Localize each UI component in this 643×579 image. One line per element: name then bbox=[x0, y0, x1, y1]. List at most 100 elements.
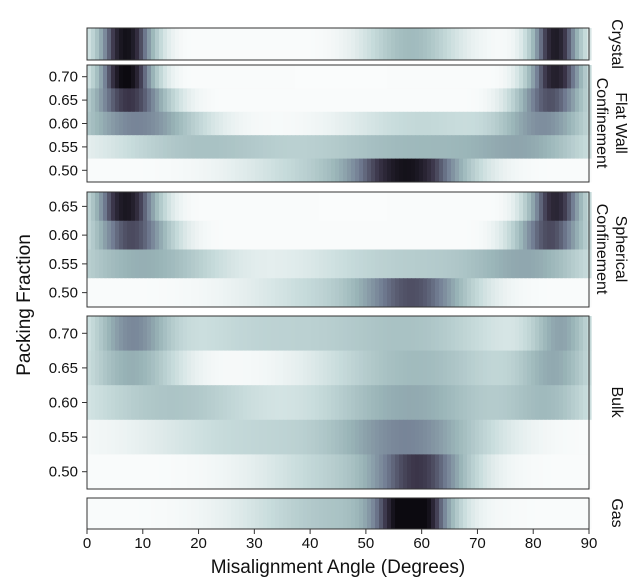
heatmap-cell bbox=[567, 65, 572, 89]
heatmap-cell bbox=[539, 220, 544, 250]
heatmap-cell bbox=[583, 419, 588, 455]
heatmap-cell bbox=[251, 220, 256, 250]
heatmap-cell bbox=[271, 419, 276, 455]
heatmap-cell bbox=[291, 28, 296, 61]
heatmap-cell bbox=[111, 249, 116, 279]
heatmap-cell bbox=[483, 454, 488, 490]
heatmap-cell bbox=[143, 419, 148, 455]
heatmap-cell bbox=[291, 419, 296, 455]
heatmap-cell bbox=[395, 316, 400, 351]
heatmap-cell bbox=[299, 350, 304, 386]
heatmap-cell bbox=[215, 220, 220, 250]
heatmap-cell bbox=[443, 65, 448, 89]
heatmap-cell bbox=[187, 158, 192, 183]
heatmap-cell bbox=[347, 111, 352, 136]
heatmap-cell bbox=[503, 454, 508, 490]
heatmap-cell bbox=[131, 454, 136, 490]
heatmap-cell bbox=[571, 28, 576, 61]
heatmap-cell bbox=[199, 65, 204, 89]
heatmap-cell bbox=[199, 316, 204, 351]
heatmap-cell bbox=[571, 220, 576, 250]
heatmap-cell bbox=[231, 65, 236, 89]
heatmap-cell bbox=[251, 111, 256, 136]
heatmap-cell bbox=[475, 158, 480, 183]
heatmap-cell bbox=[267, 249, 272, 279]
heatmap-cell bbox=[343, 385, 348, 421]
heatmap-cell bbox=[499, 419, 504, 455]
heatmap-cell bbox=[151, 419, 156, 455]
heatmap-cell bbox=[347, 88, 352, 113]
panel-label: Bulk bbox=[608, 386, 625, 418]
heatmap-cell bbox=[247, 249, 252, 279]
heatmap-cell bbox=[235, 350, 240, 386]
heatmap-cell bbox=[171, 419, 176, 455]
heatmap-cell bbox=[519, 135, 524, 159]
heatmap-cell bbox=[259, 28, 264, 61]
x-axis: 0 10 20 30 40 50 60 70 80 90 bbox=[83, 529, 597, 552]
heatmap-cell bbox=[171, 350, 176, 386]
heatmap-cell bbox=[167, 498, 172, 530]
heatmap-cell bbox=[219, 65, 224, 89]
heatmap-cell bbox=[359, 385, 364, 421]
heatmap-cell bbox=[231, 419, 236, 455]
heatmap-cell bbox=[479, 498, 484, 530]
heatmap-cell bbox=[483, 192, 488, 222]
heatmap-cell bbox=[211, 249, 216, 279]
heatmap-cell bbox=[439, 220, 444, 250]
heatmap-cell bbox=[343, 192, 348, 222]
heatmap-cell bbox=[307, 65, 312, 89]
heatmap-cell bbox=[219, 249, 224, 279]
heatmap-cell bbox=[491, 135, 496, 159]
heatmap-cell bbox=[323, 220, 328, 250]
heatmap-cell bbox=[235, 65, 240, 89]
heatmap-cell bbox=[387, 350, 392, 386]
heatmap-cell bbox=[251, 158, 256, 183]
heatmap-cell bbox=[391, 28, 396, 61]
heatmap-cell bbox=[95, 385, 100, 421]
heatmap-cell bbox=[183, 419, 188, 455]
heatmap-cell bbox=[575, 419, 580, 455]
heatmap-cell bbox=[479, 316, 484, 351]
heatmap-cell bbox=[331, 192, 336, 222]
heatmap-cell bbox=[531, 278, 536, 308]
heatmap-cell bbox=[235, 88, 240, 113]
heatmap-cell bbox=[275, 419, 280, 455]
heatmap-cell bbox=[379, 220, 384, 250]
heatmap-cell bbox=[135, 419, 140, 455]
heatmap-cell bbox=[339, 192, 344, 222]
heatmap-cell bbox=[263, 498, 268, 530]
heatmap-cell bbox=[543, 350, 548, 386]
heatmap-cell bbox=[443, 135, 448, 159]
heatmap-cell bbox=[135, 158, 140, 183]
heatmap-cell bbox=[211, 192, 216, 222]
heatmap-cell bbox=[355, 65, 360, 89]
heatmap-cell bbox=[335, 350, 340, 386]
heatmap-cell bbox=[159, 192, 164, 222]
heatmap-cell bbox=[91, 249, 96, 279]
heatmap-cell bbox=[447, 498, 452, 530]
heatmap-cell bbox=[531, 135, 536, 159]
heatmap-cell bbox=[383, 350, 388, 386]
heatmap-cell bbox=[239, 65, 244, 89]
heatmap-cell bbox=[463, 192, 468, 222]
heatmap-cell bbox=[243, 220, 248, 250]
heatmap-cell bbox=[115, 88, 120, 113]
heatmap-cell bbox=[495, 385, 500, 421]
heatmap-cell bbox=[407, 419, 412, 455]
heatmap-cell bbox=[575, 192, 580, 222]
heatmap-cell bbox=[271, 385, 276, 421]
heatmap-cell bbox=[275, 498, 280, 530]
heatmap-cell bbox=[227, 385, 232, 421]
heatmap-cell bbox=[239, 111, 244, 136]
heatmap-cell bbox=[391, 498, 396, 530]
heatmap-cell bbox=[327, 111, 332, 136]
heatmap-cell bbox=[551, 249, 556, 279]
heatmap-cell bbox=[463, 158, 468, 183]
heatmap-cell bbox=[391, 192, 396, 222]
heatmap-cell bbox=[559, 249, 564, 279]
heatmap-cell bbox=[515, 385, 520, 421]
heatmap-cell bbox=[551, 65, 556, 89]
heatmap-cell bbox=[359, 158, 364, 183]
heatmap-cell bbox=[383, 454, 388, 490]
heatmap-cell bbox=[459, 498, 464, 530]
